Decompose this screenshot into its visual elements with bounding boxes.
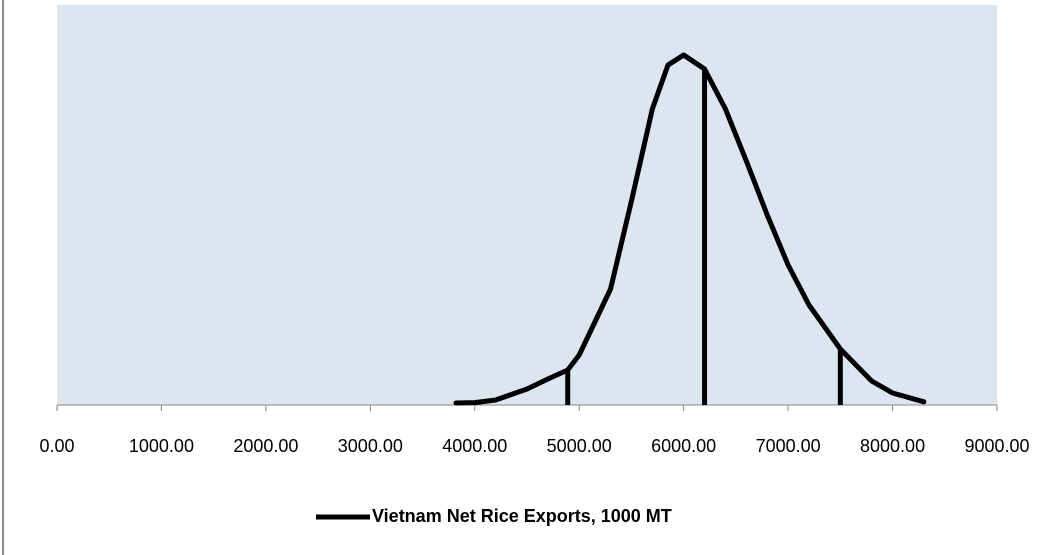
x-tick-label: 0.00 xyxy=(39,436,74,456)
plot-area xyxy=(57,5,997,405)
legend-label: Vietnam Net Rice Exports, 1000 MT xyxy=(372,506,672,526)
series-line xyxy=(453,52,927,406)
x-tick-label: 2000.00 xyxy=(233,436,298,456)
x-tick-label: 5000.00 xyxy=(547,436,612,456)
x-tick-label: 3000.00 xyxy=(338,436,403,456)
x-tick-label: 8000.00 xyxy=(860,436,925,456)
x-tick-label: 9000.00 xyxy=(964,436,1029,456)
x-tick-label: 7000.00 xyxy=(756,436,821,456)
x-tick-label: 6000.00 xyxy=(651,436,716,456)
x-tick-label: 1000.00 xyxy=(129,436,194,456)
x-tick-label: 4000.00 xyxy=(442,436,507,456)
